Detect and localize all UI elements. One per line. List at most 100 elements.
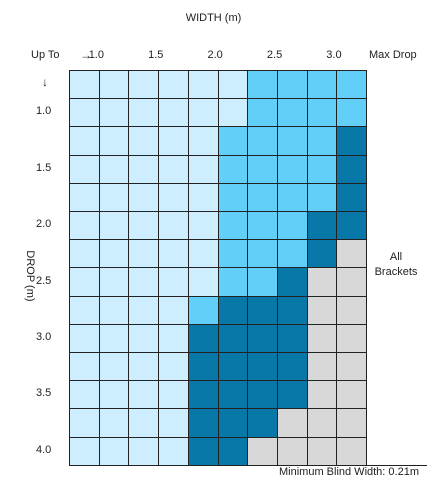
grid-cell bbox=[189, 297, 219, 325]
grid-cell bbox=[308, 438, 337, 466]
bracket-grid bbox=[69, 70, 367, 466]
grid-cell bbox=[219, 268, 248, 297]
drop-tick-label: 3.5 bbox=[36, 387, 52, 400]
grid-cell bbox=[159, 99, 189, 127]
grid-cell bbox=[100, 381, 129, 409]
grid-cell bbox=[100, 240, 129, 268]
grid-cell bbox=[219, 184, 248, 212]
grid-cell bbox=[159, 184, 189, 212]
grid-cell bbox=[70, 297, 100, 325]
drop-tick-label: 2.5 bbox=[36, 274, 52, 287]
grid-cell bbox=[189, 212, 219, 240]
width-tick-label: 2.5 bbox=[266, 49, 283, 61]
grid-cell bbox=[219, 99, 248, 127]
grid-cell bbox=[100, 353, 129, 381]
grid-cell bbox=[308, 127, 337, 156]
grid-cell bbox=[248, 184, 278, 212]
grid-cell bbox=[159, 71, 189, 99]
minimum-width-note: Minimum Blind Width: 0.21m bbox=[279, 466, 419, 478]
grid-cell bbox=[219, 127, 248, 156]
grid-cell bbox=[70, 99, 100, 127]
grid-cell bbox=[189, 409, 219, 438]
grid-cell bbox=[248, 325, 278, 353]
grid-cell bbox=[248, 409, 278, 438]
grid-cell bbox=[129, 240, 159, 268]
grid-cell bbox=[70, 325, 100, 353]
grid-cell bbox=[189, 71, 219, 99]
grid-cell bbox=[159, 240, 189, 268]
grid-cell bbox=[70, 438, 100, 466]
grid-cell bbox=[337, 71, 367, 99]
grid-cell bbox=[159, 325, 189, 353]
grid-cell bbox=[159, 438, 189, 466]
grid-cell bbox=[189, 325, 219, 353]
grid-cell bbox=[278, 381, 308, 409]
grid-cell bbox=[219, 353, 248, 381]
grid-cell bbox=[159, 212, 189, 240]
width-tick-label: 1.0 bbox=[88, 49, 104, 61]
grid-cell bbox=[337, 438, 367, 466]
grid-cell bbox=[219, 240, 248, 268]
max-drop-label: Max Drop bbox=[369, 49, 417, 61]
grid-cell bbox=[278, 212, 308, 240]
grid-cell bbox=[189, 438, 219, 466]
grid-cell bbox=[70, 381, 100, 409]
grid-cell bbox=[337, 212, 367, 240]
grid-cell bbox=[100, 184, 129, 212]
grid-cell bbox=[278, 71, 308, 99]
grid-cell bbox=[100, 99, 129, 127]
grid-cell bbox=[248, 438, 278, 466]
grid-cell bbox=[159, 353, 189, 381]
grid-cell bbox=[278, 438, 308, 466]
grid-cell bbox=[248, 297, 278, 325]
grid-cell bbox=[248, 71, 278, 99]
grid-cell bbox=[159, 127, 189, 156]
grid-cell bbox=[337, 353, 367, 381]
drop-tick-label: 2.0 bbox=[36, 218, 52, 231]
grid-cell bbox=[70, 240, 100, 268]
grid-cell bbox=[308, 268, 337, 297]
grid-cell bbox=[278, 353, 308, 381]
grid-cell bbox=[337, 240, 367, 268]
grid-cell bbox=[219, 381, 248, 409]
grid-cell bbox=[337, 184, 367, 212]
grid-cell bbox=[278, 240, 308, 268]
grid-cell bbox=[189, 156, 219, 184]
grid-cell bbox=[337, 156, 367, 184]
grid-cell bbox=[129, 71, 159, 99]
width-tick-label: 2.0 bbox=[207, 49, 223, 61]
grid-cell bbox=[248, 268, 278, 297]
grid-cell bbox=[129, 212, 159, 240]
grid-cell bbox=[219, 71, 248, 99]
drop-tick-label: 4.0 bbox=[36, 443, 52, 456]
grid-cell bbox=[189, 127, 219, 156]
grid-cell bbox=[100, 438, 129, 466]
grid-cell bbox=[159, 268, 189, 297]
up-to-label: Up To bbox=[31, 49, 60, 61]
drop-tick-label: 1.0 bbox=[36, 105, 52, 118]
grid-cell bbox=[248, 240, 278, 268]
grid-cell bbox=[70, 409, 100, 438]
grid-cell bbox=[337, 381, 367, 409]
footer-divider bbox=[260, 465, 427, 466]
grid-cell bbox=[70, 71, 100, 99]
grid-cell bbox=[248, 156, 278, 184]
grid-cell bbox=[278, 268, 308, 297]
drop-tick-label: 3.0 bbox=[36, 330, 52, 343]
width-tick-label: 3.0 bbox=[326, 49, 342, 61]
grid-cell bbox=[189, 240, 219, 268]
grid-cell bbox=[337, 127, 367, 156]
grid-cell bbox=[100, 297, 129, 325]
grid-cell bbox=[129, 353, 159, 381]
grid-cell bbox=[219, 297, 248, 325]
grid-cell bbox=[337, 325, 367, 353]
grid-cell bbox=[189, 99, 219, 127]
grid-cell bbox=[129, 381, 159, 409]
grid-cell bbox=[159, 156, 189, 184]
grid-cell bbox=[278, 409, 308, 438]
grid-cell bbox=[219, 409, 248, 438]
grid-cell bbox=[308, 212, 337, 240]
grid-cell bbox=[308, 353, 337, 381]
grid-cell bbox=[278, 297, 308, 325]
grid-cell bbox=[159, 381, 189, 409]
